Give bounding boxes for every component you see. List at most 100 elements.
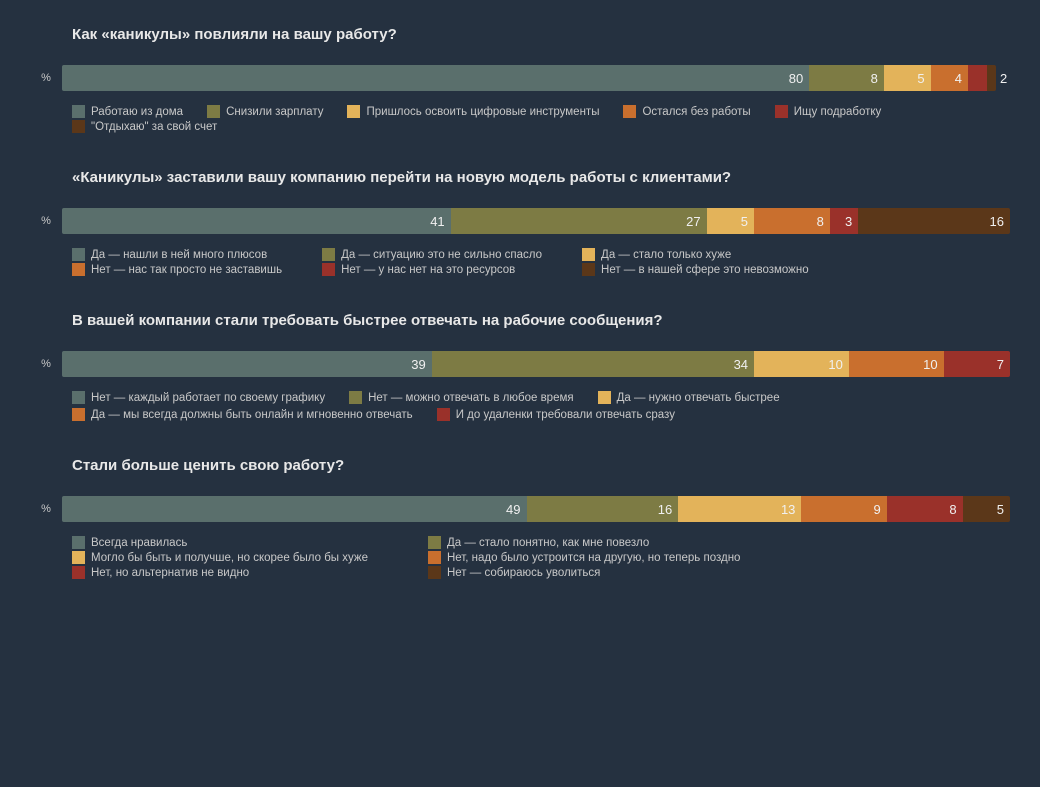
legend-swatch <box>72 248 85 261</box>
legend-swatch <box>72 408 85 421</box>
segment-value: 5 <box>917 71 924 86</box>
bar-segment: 16 <box>858 208 1010 234</box>
segment-value: 5 <box>741 214 748 229</box>
legend-label: Да — ситуацию это не сильно спасло <box>341 249 542 261</box>
legend-item: Да — нашли в ней много плюсов <box>72 248 282 261</box>
legend-item: Нет — каждый работает по своему графику <box>72 391 325 404</box>
bar-segment: 8 <box>809 65 884 91</box>
legend-item: "Отдыхаю" за свой счет <box>72 120 217 133</box>
segment-value: 8 <box>871 71 878 86</box>
bar-segment: 8 <box>887 496 963 522</box>
bar-row: % 80 8 5 4 2 <box>30 65 1010 91</box>
legend-item: Да — стало понятно, как мне повезло <box>428 536 740 549</box>
chart-title: «Каникулы» заставили вашу компанию перей… <box>72 169 1010 186</box>
legend-item: Нет — в нашей сфере это невозможно <box>582 263 809 276</box>
legend-item: Нет — у нас нет на это ресурсов <box>322 263 542 276</box>
legend-label: Да — стало только хуже <box>601 249 731 261</box>
bar-segment: 49 <box>62 496 527 522</box>
bar-segment: 41 <box>62 208 451 234</box>
bar-segment: 80 <box>62 65 809 91</box>
chart-title: Стали больше ценить свою работу? <box>72 457 1010 474</box>
segment-value: 34 <box>734 357 748 372</box>
bar-segment: 10 <box>849 351 944 377</box>
bar-segment: 16 <box>527 496 679 522</box>
legend-label: Остался без работы <box>642 106 750 118</box>
segment-value: 8 <box>817 214 824 229</box>
bar-segment: 39 <box>62 351 432 377</box>
legend-swatch <box>775 105 788 118</box>
legend-item: Снизили зарплату <box>207 105 323 118</box>
segment-value: 27 <box>686 214 700 229</box>
chart-block: Стали больше ценить свою работу? % 49 16… <box>30 457 1010 579</box>
legend-label: Нет — нас так просто не заставишь <box>91 264 282 276</box>
legend-swatch <box>72 536 85 549</box>
chart-legend: Да — нашли в ней много плюсов Да — ситуа… <box>72 248 1010 276</box>
legend-label: Ищу подработку <box>794 106 882 118</box>
charts-container: Как «каникулы» повлияли на вашу работу? … <box>0 0 1040 599</box>
bar-segment: 27 <box>451 208 707 234</box>
legend-label: "Отдыхаю" за свой счет <box>91 121 217 133</box>
legend-swatch <box>623 105 636 118</box>
legend-label: Да — мы всегда должны быть онлайн и мгно… <box>91 409 413 421</box>
legend-label: Могло бы быть и получше, но скорее было … <box>91 552 368 564</box>
legend-item: Пришлось освоить цифровые инструменты <box>347 105 599 118</box>
axis-label: % <box>30 358 62 370</box>
segment-value: 3 <box>845 214 852 229</box>
legend-swatch <box>72 105 85 118</box>
legend-item: Остался без работы <box>623 105 750 118</box>
stacked-bar: 41 27 5 8 3 16 <box>62 208 1010 234</box>
segment-value: 7 <box>997 357 1004 372</box>
legend-label: Нет, но альтернатив не видно <box>91 567 249 579</box>
bar-segment <box>987 65 996 91</box>
legend-item: Нет, но альтернатив не видно <box>72 566 368 579</box>
bar-segment: 34 <box>432 351 754 377</box>
bar-segment: 5 <box>884 65 931 91</box>
legend-item: Да — нужно отвечать быстрее <box>598 391 780 404</box>
bar-segment: 10 <box>754 351 849 377</box>
bar-segment: 9 <box>801 496 886 522</box>
legend-label: Работаю из дома <box>91 106 183 118</box>
legend-item: Нет — можно отвечать в любое время <box>349 391 574 404</box>
stacked-bar: 39 34 10 10 7 <box>62 351 1010 377</box>
legend-swatch <box>428 551 441 564</box>
legend-label: Всегда нравилась <box>91 537 187 549</box>
legend-label: Нет — каждый работает по своему графику <box>91 392 325 404</box>
segment-value: 80 <box>789 71 803 86</box>
legend-label: И до удаленки требовали отвечать сразу <box>456 409 675 421</box>
legend-item: Работаю из дома <box>72 105 183 118</box>
bar-row: % 39 34 10 10 7 <box>30 351 1010 377</box>
legend-swatch <box>582 248 595 261</box>
bar-row: % 41 27 5 8 3 16 <box>30 208 1010 234</box>
axis-label: % <box>30 215 62 227</box>
chart-block: «Каникулы» заставили вашу компанию перей… <box>30 169 1010 276</box>
legend-label: Нет, надо было устроится на другую, но т… <box>447 552 740 564</box>
bar-segment: 5 <box>963 496 1010 522</box>
chart-block: Как «каникулы» повлияли на вашу работу? … <box>30 26 1010 133</box>
segment-value: 13 <box>781 502 795 517</box>
chart-legend: Нет — каждый работает по своему графику … <box>72 391 1010 421</box>
segment-value: 10 <box>923 357 937 372</box>
legend-swatch <box>322 248 335 261</box>
legend-swatch <box>322 263 335 276</box>
legend-item: Нет, надо было устроится на другую, но т… <box>428 551 740 564</box>
legend-item: Да — ситуацию это не сильно спасло <box>322 248 542 261</box>
bar-segment: 13 <box>678 496 801 522</box>
chart-title: В вашей компании стали требовать быстрее… <box>72 312 1010 329</box>
legend-item: Да — стало только хуже <box>582 248 809 261</box>
segment-value: 9 <box>874 502 881 517</box>
legend-item: Нет — собираюсь уволиться <box>428 566 740 579</box>
segment-value: 10 <box>828 357 842 372</box>
legend-swatch <box>207 105 220 118</box>
segment-value: 16 <box>658 502 672 517</box>
chart-legend: Всегда нравилась Да — стало понятно, как… <box>72 536 1010 579</box>
legend-label: Да — нашли в ней много плюсов <box>91 249 267 261</box>
legend-swatch <box>349 391 362 404</box>
bar-row: % 49 16 13 9 8 5 <box>30 496 1010 522</box>
chart-block: В вашей компании стали требовать быстрее… <box>30 312 1010 421</box>
legend-swatch <box>72 120 85 133</box>
bar-segment: 4 <box>931 65 968 91</box>
legend-label: Да — нужно отвечать быстрее <box>617 392 780 404</box>
legend-swatch <box>72 263 85 276</box>
segment-value: 4 <box>955 71 962 86</box>
legend-swatch <box>598 391 611 404</box>
